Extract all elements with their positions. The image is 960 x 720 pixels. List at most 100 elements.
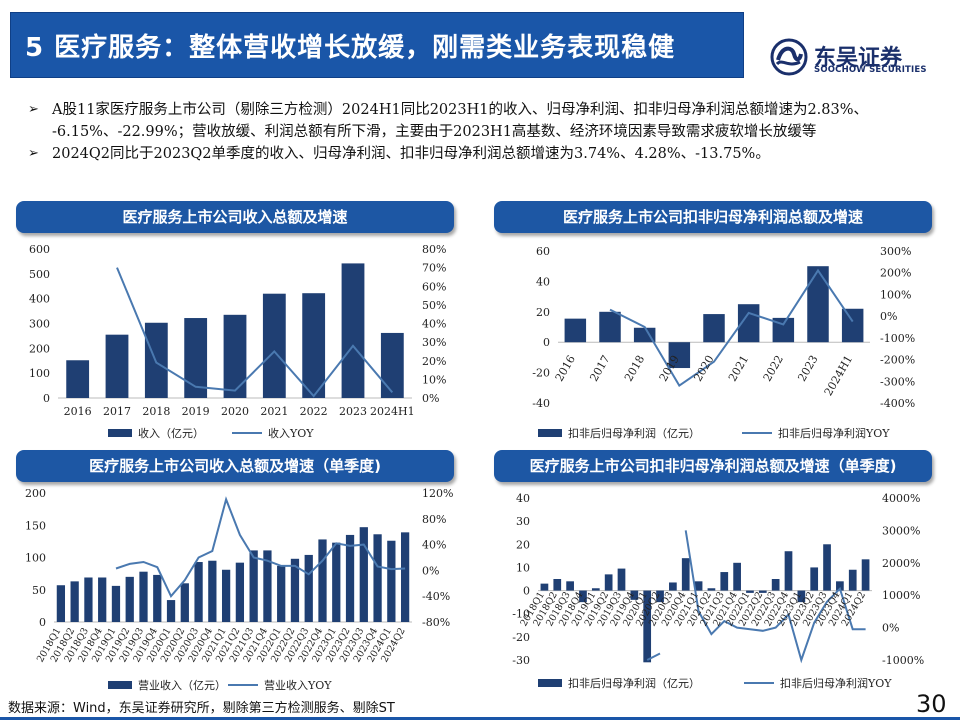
x-tick-label: 2024H1 xyxy=(370,405,415,418)
bar xyxy=(746,590,754,593)
bar xyxy=(359,527,368,622)
chart-1-title: 医疗服务上市公司收入总额及增速 xyxy=(16,201,454,233)
bar xyxy=(84,577,93,622)
legend-bar-label: 营业收入（亿元） xyxy=(138,678,226,692)
chart-3-title: 医疗服务上市公司收入总额及增速（单季度) xyxy=(16,450,454,482)
bar xyxy=(125,576,134,622)
bar xyxy=(772,317,795,343)
yoy-line xyxy=(609,268,854,388)
x-tick-label: 2019 xyxy=(182,405,210,418)
bar xyxy=(341,263,365,398)
bar xyxy=(599,311,621,343)
page-number: 30 xyxy=(916,690,947,718)
y-left-tick-label: 300 xyxy=(29,318,50,331)
quarterly-revenue-chart: 050100150200-80%-40%0%40%80%120%2018Q120… xyxy=(25,487,453,692)
chart-4-title: 医疗服务上市公司扣非归母净利润总额及增速（单季度) xyxy=(494,450,932,482)
bar xyxy=(194,562,203,622)
y-left-tick-label: 20 xyxy=(536,306,550,319)
bar xyxy=(643,590,652,663)
legend-bar-swatch xyxy=(108,681,132,689)
y-left-tick-label: 0 xyxy=(523,585,530,598)
bar xyxy=(184,318,208,398)
bar xyxy=(302,293,326,398)
bar xyxy=(656,590,664,603)
y-left-tick-label: 60 xyxy=(536,245,550,258)
legend-bar-swatch xyxy=(538,429,562,437)
bar xyxy=(263,550,272,622)
bar xyxy=(235,562,245,622)
y-right-tick-label: -200% xyxy=(880,354,915,367)
bar xyxy=(630,590,639,600)
bar xyxy=(208,560,217,622)
bar xyxy=(180,583,189,622)
y-right-tick-label: 1000% xyxy=(882,589,920,602)
y-right-tick-label: 20% xyxy=(422,355,446,368)
bar xyxy=(720,572,729,591)
bar xyxy=(707,588,716,591)
bar xyxy=(797,590,806,603)
bar xyxy=(221,569,231,622)
bar xyxy=(807,266,829,343)
y-right-tick-label: 10% xyxy=(422,373,446,386)
y-right-tick-label: -80% xyxy=(422,616,450,629)
y-right-tick-label: 4000% xyxy=(882,492,920,505)
bar xyxy=(70,581,79,622)
bar xyxy=(345,534,355,622)
yoy-line xyxy=(646,530,866,664)
y-right-tick-label: 60% xyxy=(422,280,446,293)
y-right-tick-label: 120% xyxy=(422,487,453,500)
y-right-tick-label: 0% xyxy=(422,392,439,405)
bar xyxy=(111,585,121,622)
bar xyxy=(668,342,691,369)
y-left-tick-label: 0 xyxy=(543,336,550,349)
x-tick-label: 2017 xyxy=(103,405,131,418)
bar xyxy=(758,590,767,593)
bar xyxy=(105,334,129,398)
y-left-tick-label: 100 xyxy=(29,367,50,380)
bar xyxy=(66,360,90,398)
legend-line-label: 扣非后归母净利润YOY xyxy=(780,676,892,690)
bar xyxy=(784,551,793,591)
y-left-tick-label: -10 xyxy=(512,608,530,621)
y-left-tick-label: 30 xyxy=(516,515,530,528)
y-right-tick-label: 40% xyxy=(422,318,446,331)
x-tick-label: 2021 xyxy=(260,405,288,418)
bottom-rule xyxy=(0,717,960,720)
bullet-text: A股11家医疗服务上市公司（剔除三方检测）2024H1同比2023H1的收入、归… xyxy=(52,102,869,140)
bar xyxy=(810,567,819,591)
x-tick-label: 2017 xyxy=(587,353,612,384)
y-left-tick-label: 50 xyxy=(32,584,46,597)
bar xyxy=(139,571,148,622)
y-right-tick-label: 2000% xyxy=(882,557,920,570)
y-left-tick-label: 200 xyxy=(29,342,50,355)
y-left-tick-label: -20 xyxy=(532,367,550,380)
soochow-logo-icon xyxy=(770,38,808,76)
y-left-tick-label: 0 xyxy=(39,616,46,629)
y-right-tick-label: -100% xyxy=(880,332,915,345)
bar xyxy=(290,558,300,622)
x-tick-label: 2023 xyxy=(339,405,367,418)
bar xyxy=(733,562,741,591)
bar xyxy=(318,539,327,622)
bar xyxy=(262,293,286,398)
bar xyxy=(400,532,410,622)
y-left-tick-label: -40 xyxy=(532,397,550,410)
legend-bar-swatch xyxy=(108,429,132,437)
bar xyxy=(277,565,286,622)
bar xyxy=(681,558,690,591)
bar xyxy=(373,534,382,622)
bar xyxy=(166,600,176,622)
legend-bar-label: 收入（亿元） xyxy=(138,426,204,440)
legend-line-label: 营业收入YOY xyxy=(264,678,332,692)
bar xyxy=(633,327,656,343)
y-right-tick-label: 70% xyxy=(422,262,446,275)
y-left-tick-label: 200 xyxy=(25,487,46,500)
y-right-tick-label: 40% xyxy=(422,539,446,552)
bar xyxy=(566,581,574,591)
title-banner: 5 医疗服务：整体营收增长放缓，刚需类业务表现稳健 xyxy=(10,12,744,78)
y-right-tick-label: 300% xyxy=(880,245,911,258)
bar xyxy=(387,540,396,622)
bar xyxy=(604,574,613,591)
bar xyxy=(579,590,587,603)
y-right-tick-label: -300% xyxy=(880,375,915,388)
